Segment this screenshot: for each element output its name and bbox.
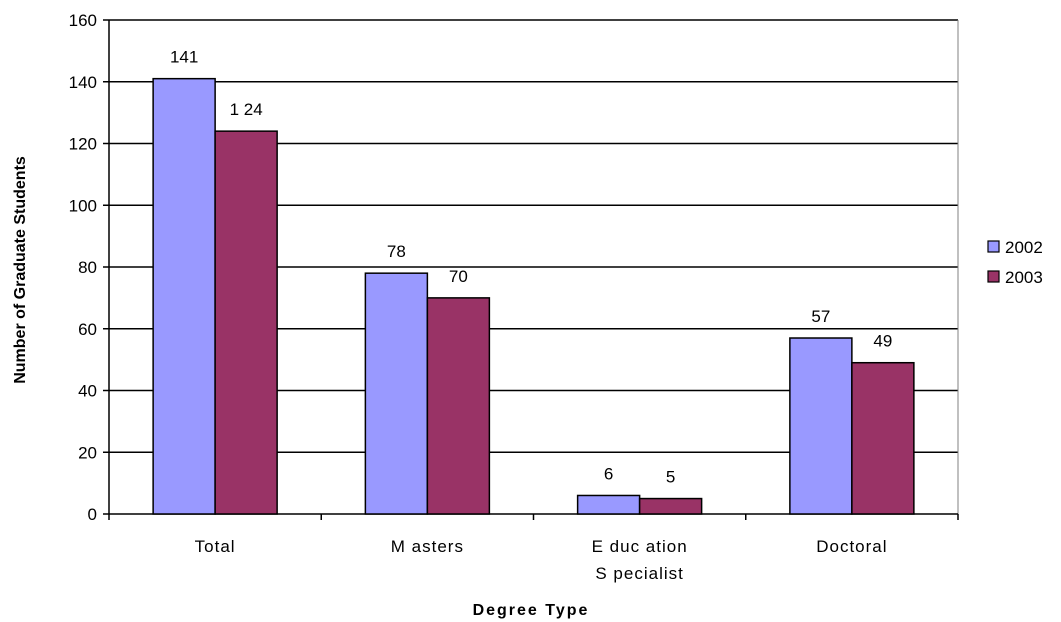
- x-axis-title: Degree Type: [473, 602, 590, 619]
- legend-label: 2002: [1005, 238, 1043, 257]
- x-tick-label: E duc ation: [592, 537, 688, 556]
- y-tick-label: 0: [88, 505, 97, 524]
- y-tick-label: 40: [78, 382, 97, 401]
- legend-label: 2003: [1005, 268, 1043, 287]
- x-tick-label: Total: [195, 537, 236, 556]
- x-tick-label: M asters: [391, 537, 464, 556]
- y-tick-label: 160: [69, 11, 97, 30]
- bar-2003: [851, 361, 915, 515]
- data-label: 6: [604, 464, 613, 483]
- legend: 2002 2003: [987, 238, 1043, 287]
- bar-2002: [364, 272, 429, 515]
- bar-2003: [638, 497, 703, 515]
- x-tick-label: Doctoral: [816, 537, 887, 556]
- data-label: 70: [449, 267, 468, 286]
- bar-2002: [576, 494, 641, 515]
- data-label: 1 24: [230, 100, 263, 119]
- y-tick-label: 60: [78, 320, 97, 339]
- y-axis-title: Number of Graduate Students: [12, 156, 29, 384]
- bars: [152, 77, 915, 515]
- x-tick-label: S pecialist: [595, 564, 683, 583]
- legend-swatch: [987, 240, 1000, 253]
- y-tick-label: 80: [78, 258, 97, 277]
- bar-2002: [789, 337, 853, 515]
- bar-2003: [426, 297, 491, 515]
- data-label: 78: [387, 242, 406, 261]
- bar-2003: [214, 130, 278, 515]
- data-label: 49: [873, 332, 892, 351]
- y-tick-label: 100: [69, 196, 97, 215]
- legend-swatch: [987, 270, 1000, 283]
- data-label: 141: [170, 48, 198, 67]
- y-tick-label: 140: [69, 73, 97, 92]
- data-label: 57: [811, 307, 830, 326]
- y-tick-label: 120: [69, 135, 97, 154]
- bar-2002: [152, 77, 216, 515]
- y-tick-label: 20: [78, 443, 97, 462]
- data-label: 5: [666, 468, 675, 487]
- tick-labels: 0 20 40 60 80 100 120 140 160 Total M asters E duc …: [69, 11, 887, 583]
